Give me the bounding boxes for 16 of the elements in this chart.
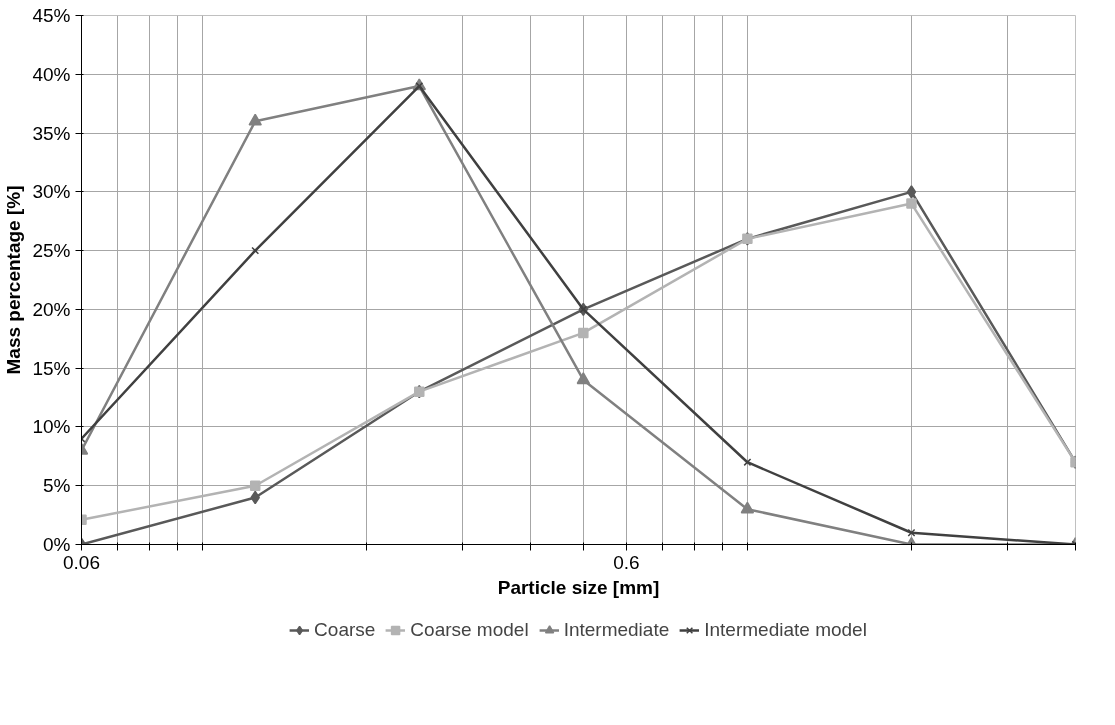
y-axis-title: Mass percentage [%] [3, 185, 25, 375]
y-tick-label: 5% [43, 475, 71, 497]
y-tick-label: 45% [32, 5, 71, 26]
y-tick-label: 10% [32, 416, 71, 438]
y-tick-label: 40% [32, 63, 71, 85]
legend-label: Intermediate model [704, 619, 867, 641]
legend-label: Coarse model [410, 619, 529, 641]
y-tick-label: 20% [32, 298, 71, 320]
y-tick-label: 30% [32, 181, 71, 203]
y-tick-label: 15% [32, 357, 71, 379]
legend-label: Intermediate [563, 619, 670, 641]
y-tick-label: 25% [32, 240, 71, 262]
x-axis-title: Particle size [mm] [497, 576, 660, 598]
x-tick-label: 0.6 [613, 551, 640, 573]
legend-label: Coarse [314, 619, 376, 641]
y-tick-label: 35% [32, 122, 71, 144]
